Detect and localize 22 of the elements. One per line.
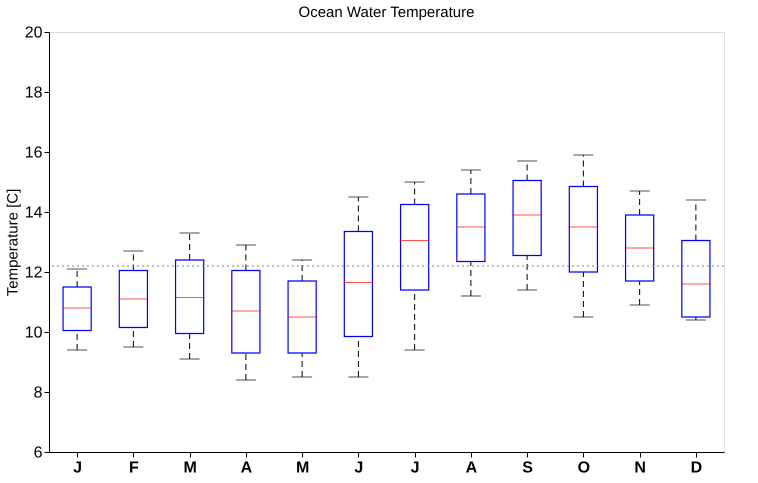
x-tick-label: F (128, 460, 139, 476)
y-tick-label: 6 (34, 444, 43, 462)
x-tick-label: J (410, 460, 420, 476)
x-tick-label: A (240, 460, 253, 476)
x-tick-label: S (522, 460, 534, 476)
y-tick-label: 20 (24, 24, 43, 42)
y-tick-label: 18 (24, 84, 43, 102)
y-tick-label: 12 (24, 264, 43, 282)
y-tick-label: 8 (34, 384, 43, 402)
chart-title: Ocean Water Temperature (298, 4, 474, 21)
y-tick-label: 16 (24, 144, 43, 162)
y-tick-label: 14 (24, 204, 43, 222)
y-tick-label: 10 (24, 324, 43, 342)
x-tick-label: A (466, 460, 478, 476)
x-tick-label: J (354, 460, 364, 476)
x-tick-label: D (690, 460, 702, 476)
y-axis-title: Temperature [C] (4, 188, 22, 296)
x-tick-label: M (183, 460, 197, 476)
x-tick-label: O (578, 460, 590, 476)
x-tick-label: M (296, 460, 310, 476)
x-tick-label: J (73, 460, 82, 476)
x-tick-label: N (634, 460, 646, 476)
